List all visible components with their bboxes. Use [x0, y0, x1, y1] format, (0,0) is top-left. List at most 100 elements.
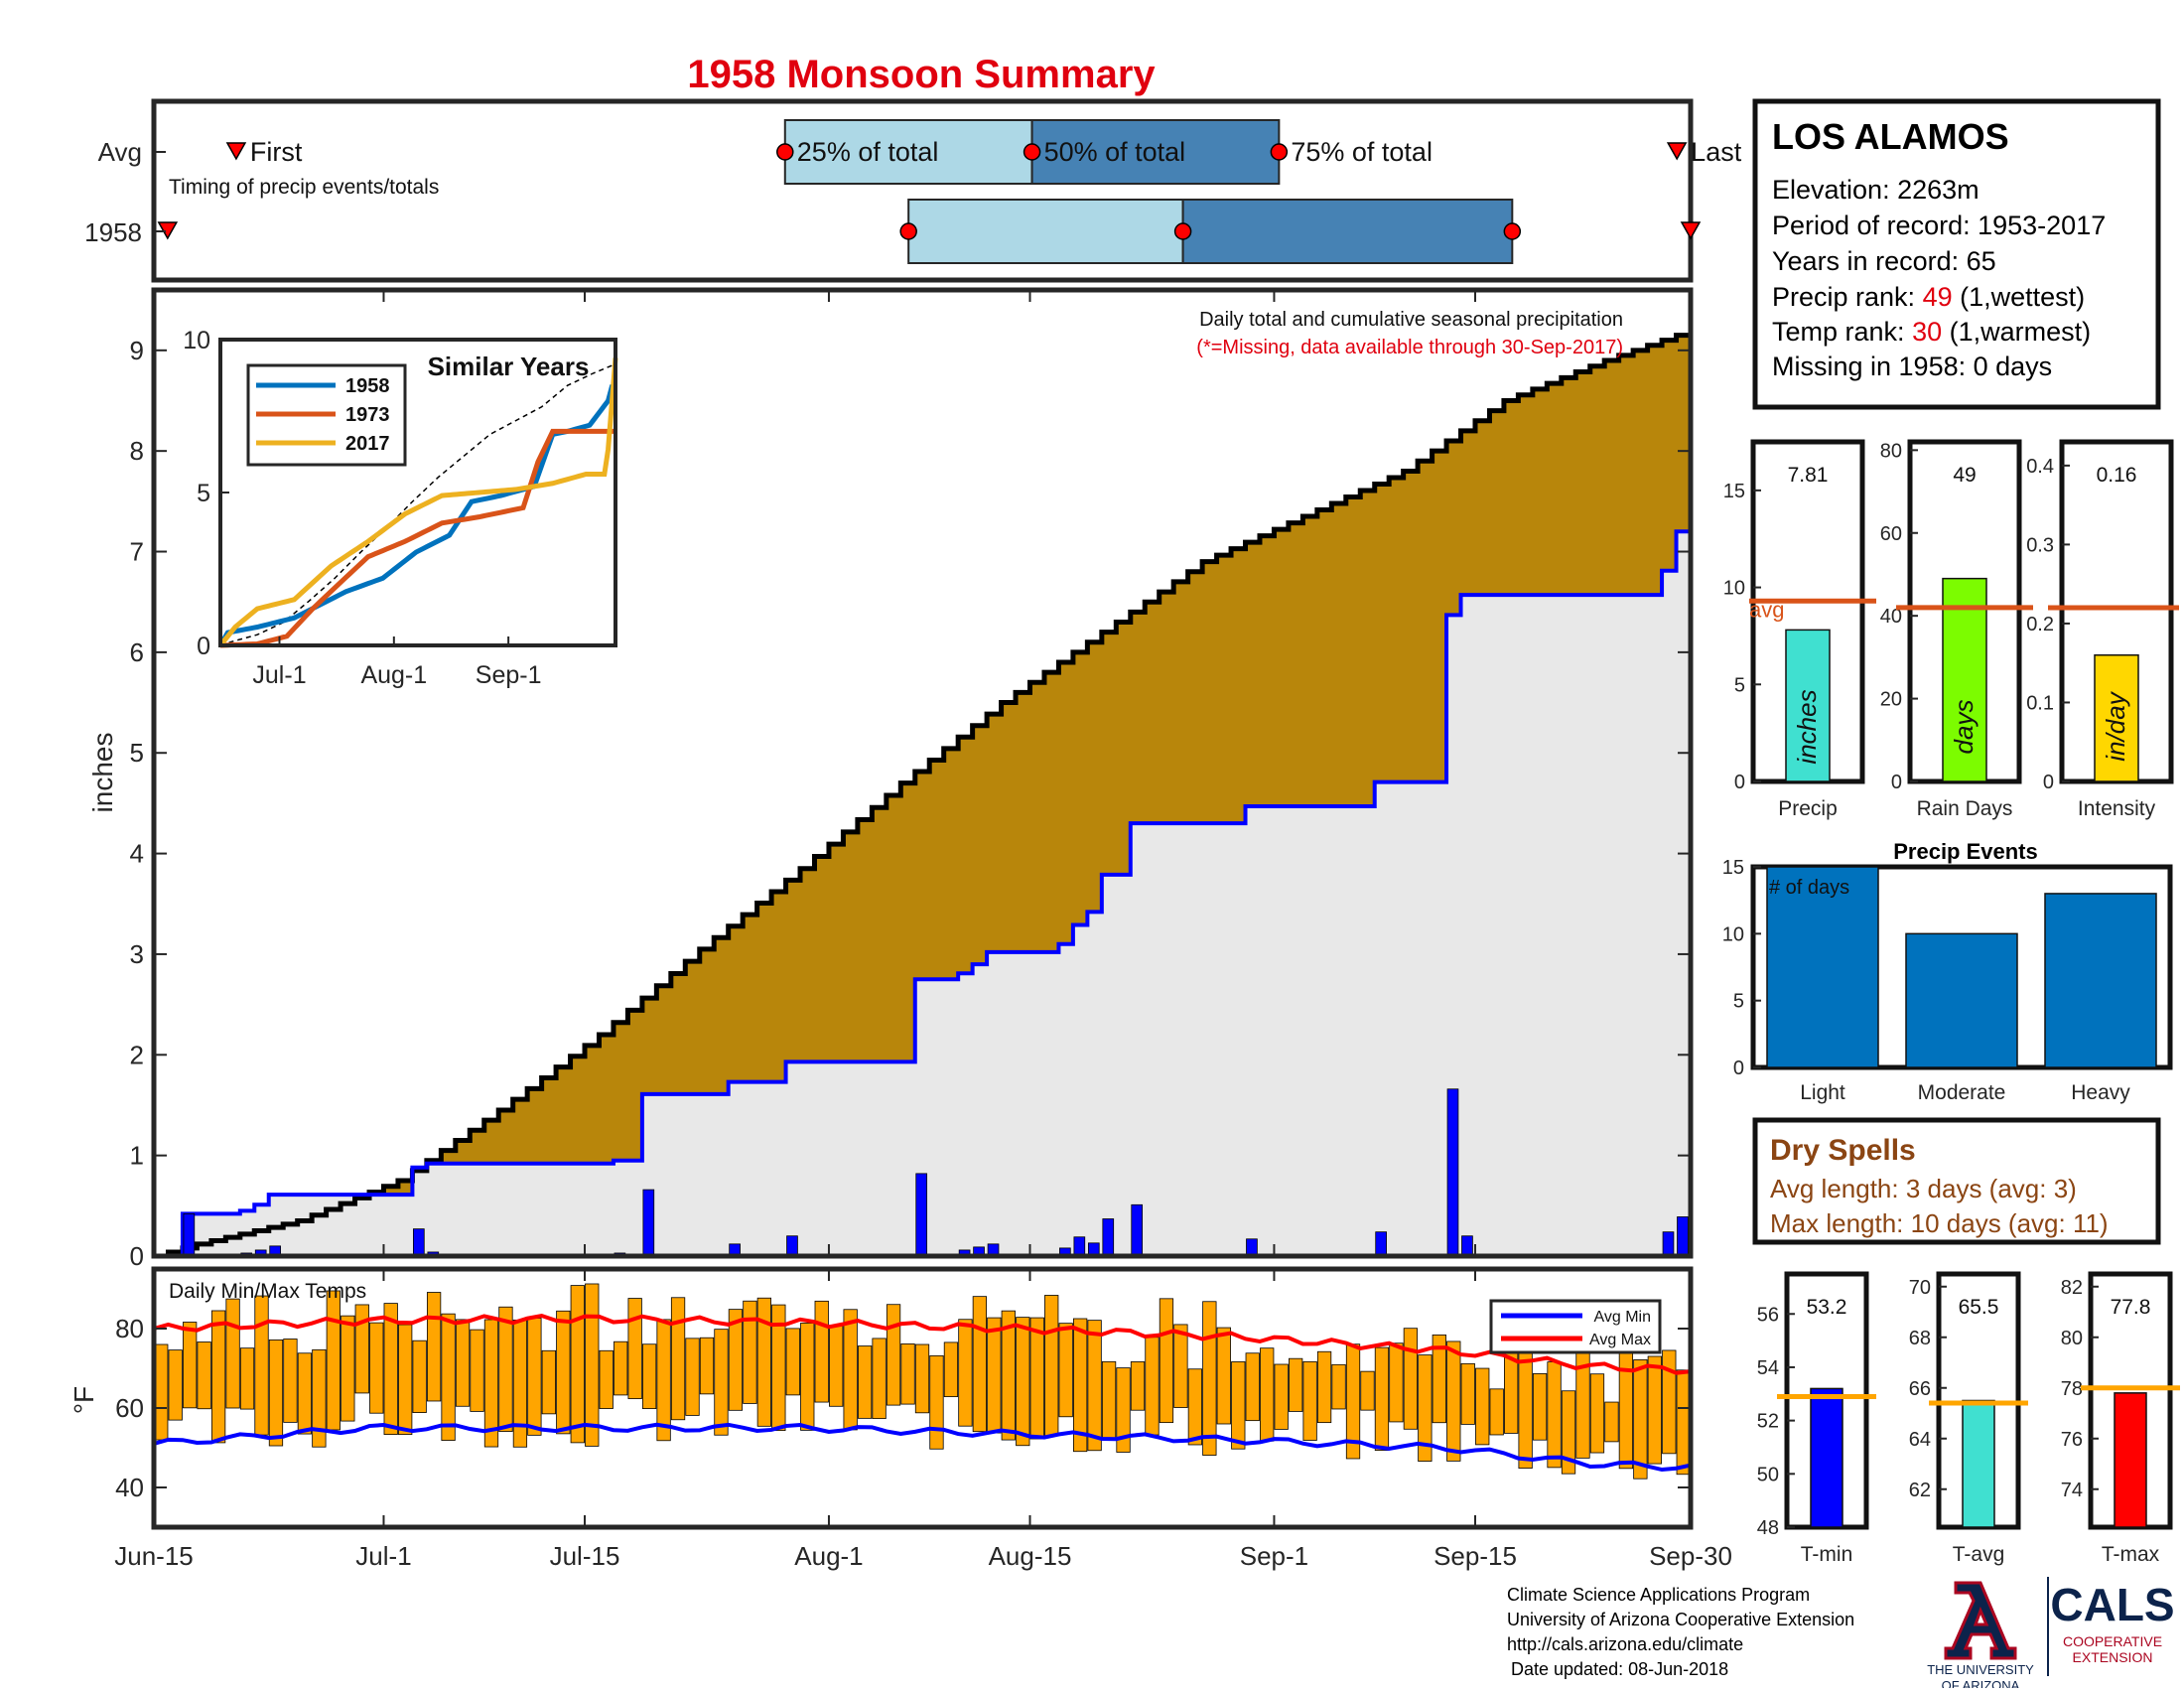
stat-panel-rain-days: 0 20 40 60 80 49 Rain Days days: [1880, 439, 2033, 820]
x-axis-labels: Jun-15 Jul-1 Jul-15 Aug-1 Aug-15 Sep-1 Sep-15 S…: [114, 290, 1732, 1571]
inset-legend: 1958 1973 2017: [246, 363, 407, 467]
daily-precip-bar: [183, 1213, 196, 1257]
daily-temp-bar: [900, 1342, 915, 1405]
daily-precip-bar: [1677, 1216, 1689, 1257]
daily-temp-bar: [1547, 1361, 1562, 1469]
temps-ylabel: °F: [68, 1386, 99, 1414]
stat-ytick-label: 10: [1723, 578, 1745, 600]
daily-temp-bar: [1260, 1347, 1275, 1442]
events-bar-light: [1766, 866, 1879, 1068]
stat-ytick-label: 80: [1880, 440, 1902, 462]
daily-temp-bar: [1633, 1359, 1648, 1480]
timing-year-last-marker: [1680, 221, 1702, 240]
stat-ytick-label: 20: [1880, 689, 1902, 711]
temps-title: Daily Min/Max Temps: [169, 1280, 366, 1303]
daily-precip-bar: [1073, 1236, 1086, 1257]
daily-temp-bar: [1073, 1318, 1088, 1453]
stat-bar: [1942, 577, 1987, 782]
daily-temp-bar: [570, 1285, 585, 1444]
daily-precip-bar: [642, 1189, 655, 1257]
station-elevation: Elevation: 2263m: [1772, 175, 1979, 205]
daily-temp-bar: [743, 1300, 757, 1404]
daily-temp-bar: [1145, 1337, 1160, 1436]
inset-xtick-label: Jul-1: [252, 661, 306, 689]
daily-temp-bar: [512, 1319, 528, 1448]
daily-temp-bar: [1374, 1346, 1390, 1451]
stat-panel-t-max: 74 76 78 80 82 77.8 T-max: [2061, 1271, 2180, 1566]
timing-q75-label: 75% of total: [1291, 137, 1433, 167]
daily-temp-bar: [1173, 1324, 1188, 1408]
main-ytick-label: 2: [130, 1040, 144, 1069]
temp-ytick-label: 60: [115, 1393, 144, 1423]
precip-events-title: Precip Events: [1893, 839, 2038, 864]
daily-precip-bar: [1461, 1235, 1473, 1257]
main-ylabel: inches: [87, 733, 118, 813]
stat-unit: inches: [1792, 689, 1822, 764]
daily-temp-bar: [1360, 1370, 1375, 1411]
main-ytick-label: 1: [130, 1141, 144, 1171]
timing-panel: Avg 1958 Timing of precip events/totals …: [84, 98, 1742, 283]
daily-temp-bar: [1302, 1360, 1317, 1441]
timing-q25-label: 25% of total: [797, 137, 939, 167]
stat-ytick-label: 74: [2061, 1480, 2083, 1501]
daily-temp-bar: [225, 1298, 240, 1409]
inset-xtick-label: Sep-1: [476, 661, 542, 689]
daily-temp-bar: [1316, 1350, 1332, 1424]
inset-avg-line: [219, 362, 616, 646]
footer: Climate Science Applications Program Uni…: [1507, 1577, 2175, 1693]
daily-temp-bar: [785, 1328, 800, 1396]
daily-temp-bar: [1589, 1373, 1605, 1454]
timing-year-q50-q75-box: [1181, 199, 1514, 264]
main-ytick-label: 3: [130, 939, 144, 969]
daily-temp-bar: [843, 1309, 858, 1431]
daily-temp-bar: [154, 1343, 169, 1441]
daily-temp-bar: [412, 1340, 427, 1413]
avg-max-line: [153, 1313, 1692, 1375]
station-info-box: LOS ALAMOS Elevation: 2263m Period of re…: [1752, 98, 2161, 410]
footer-line-3: http://cals.arizona.edu/climate: [1507, 1634, 1743, 1654]
stat-value: 49: [1953, 464, 1976, 487]
stat-value: 65.5: [1959, 1296, 1999, 1319]
dry-spells-title: Dry Spells: [1770, 1134, 1916, 1167]
daily-temp-bar: [1418, 1354, 1433, 1462]
logo-cals-sub-2: EXTENSION: [2073, 1649, 2153, 1665]
stat-ytick-label: 48: [1757, 1517, 1779, 1539]
daily-temp-bar: [1403, 1328, 1419, 1430]
inset-ytick-label: 0: [197, 633, 210, 660]
daily-temp-bar: [1389, 1342, 1404, 1423]
events-inside-label: # of days: [1769, 877, 1849, 899]
stat-ytick-label: 52: [1757, 1411, 1779, 1433]
figure-title: 1958 Monsoon Summary: [687, 53, 1156, 96]
daily-temp-bar: [1647, 1355, 1662, 1465]
daily-temp-bar: [1575, 1342, 1590, 1459]
xtick-label: Sep-30: [1649, 1541, 1732, 1571]
daily-temp-bar: [599, 1349, 614, 1409]
daily-temp-bar: [398, 1324, 413, 1436]
daily-temp-bar: [210, 1310, 226, 1444]
daily-temp-bar: [1432, 1334, 1446, 1424]
inset-series-1973: [219, 428, 615, 648]
daily-temp-bar: [1159, 1298, 1174, 1424]
daily-temp-bar: [1116, 1367, 1131, 1453]
stat-ytick-label: 0: [2043, 772, 2054, 793]
timing-avg-quartile-marker-2: [1023, 143, 1041, 161]
logo-ua-line-1: THE UNIVERSITY: [1927, 1662, 2034, 1677]
inset-series-2017: [218, 357, 618, 647]
stat-ytick-label: 50: [1757, 1464, 1779, 1485]
daily-temp-bar: [527, 1318, 542, 1436]
legend-avg-max: Avg Max: [1589, 1332, 1651, 1348]
dry-spells-box: Dry Spells Avg length: 3 days (avg: 3) M…: [1752, 1117, 2161, 1245]
daily-temp-bar: [614, 1340, 628, 1396]
stat-ytick-label: 78: [2061, 1378, 2083, 1400]
daily-precip-bar: [915, 1173, 928, 1257]
daily-temp-bar: [1289, 1357, 1303, 1412]
stat-ytick-label: 5: [1734, 674, 1745, 696]
daily-temp-bar: [670, 1297, 686, 1421]
daily-temp-bar: [958, 1319, 973, 1427]
stat-ytick-label: 82: [2061, 1277, 2083, 1299]
station-name: LOS ALAMOS: [1772, 116, 2009, 157]
stat-ytick-label: 80: [2061, 1328, 2083, 1349]
daily-temp-bar: [283, 1339, 298, 1423]
temp-stat-panels: 48 50 52 54 56 53.2 T-min 62 64 66 68 70 65.5 T-avg 74…: [1757, 1271, 2180, 1566]
